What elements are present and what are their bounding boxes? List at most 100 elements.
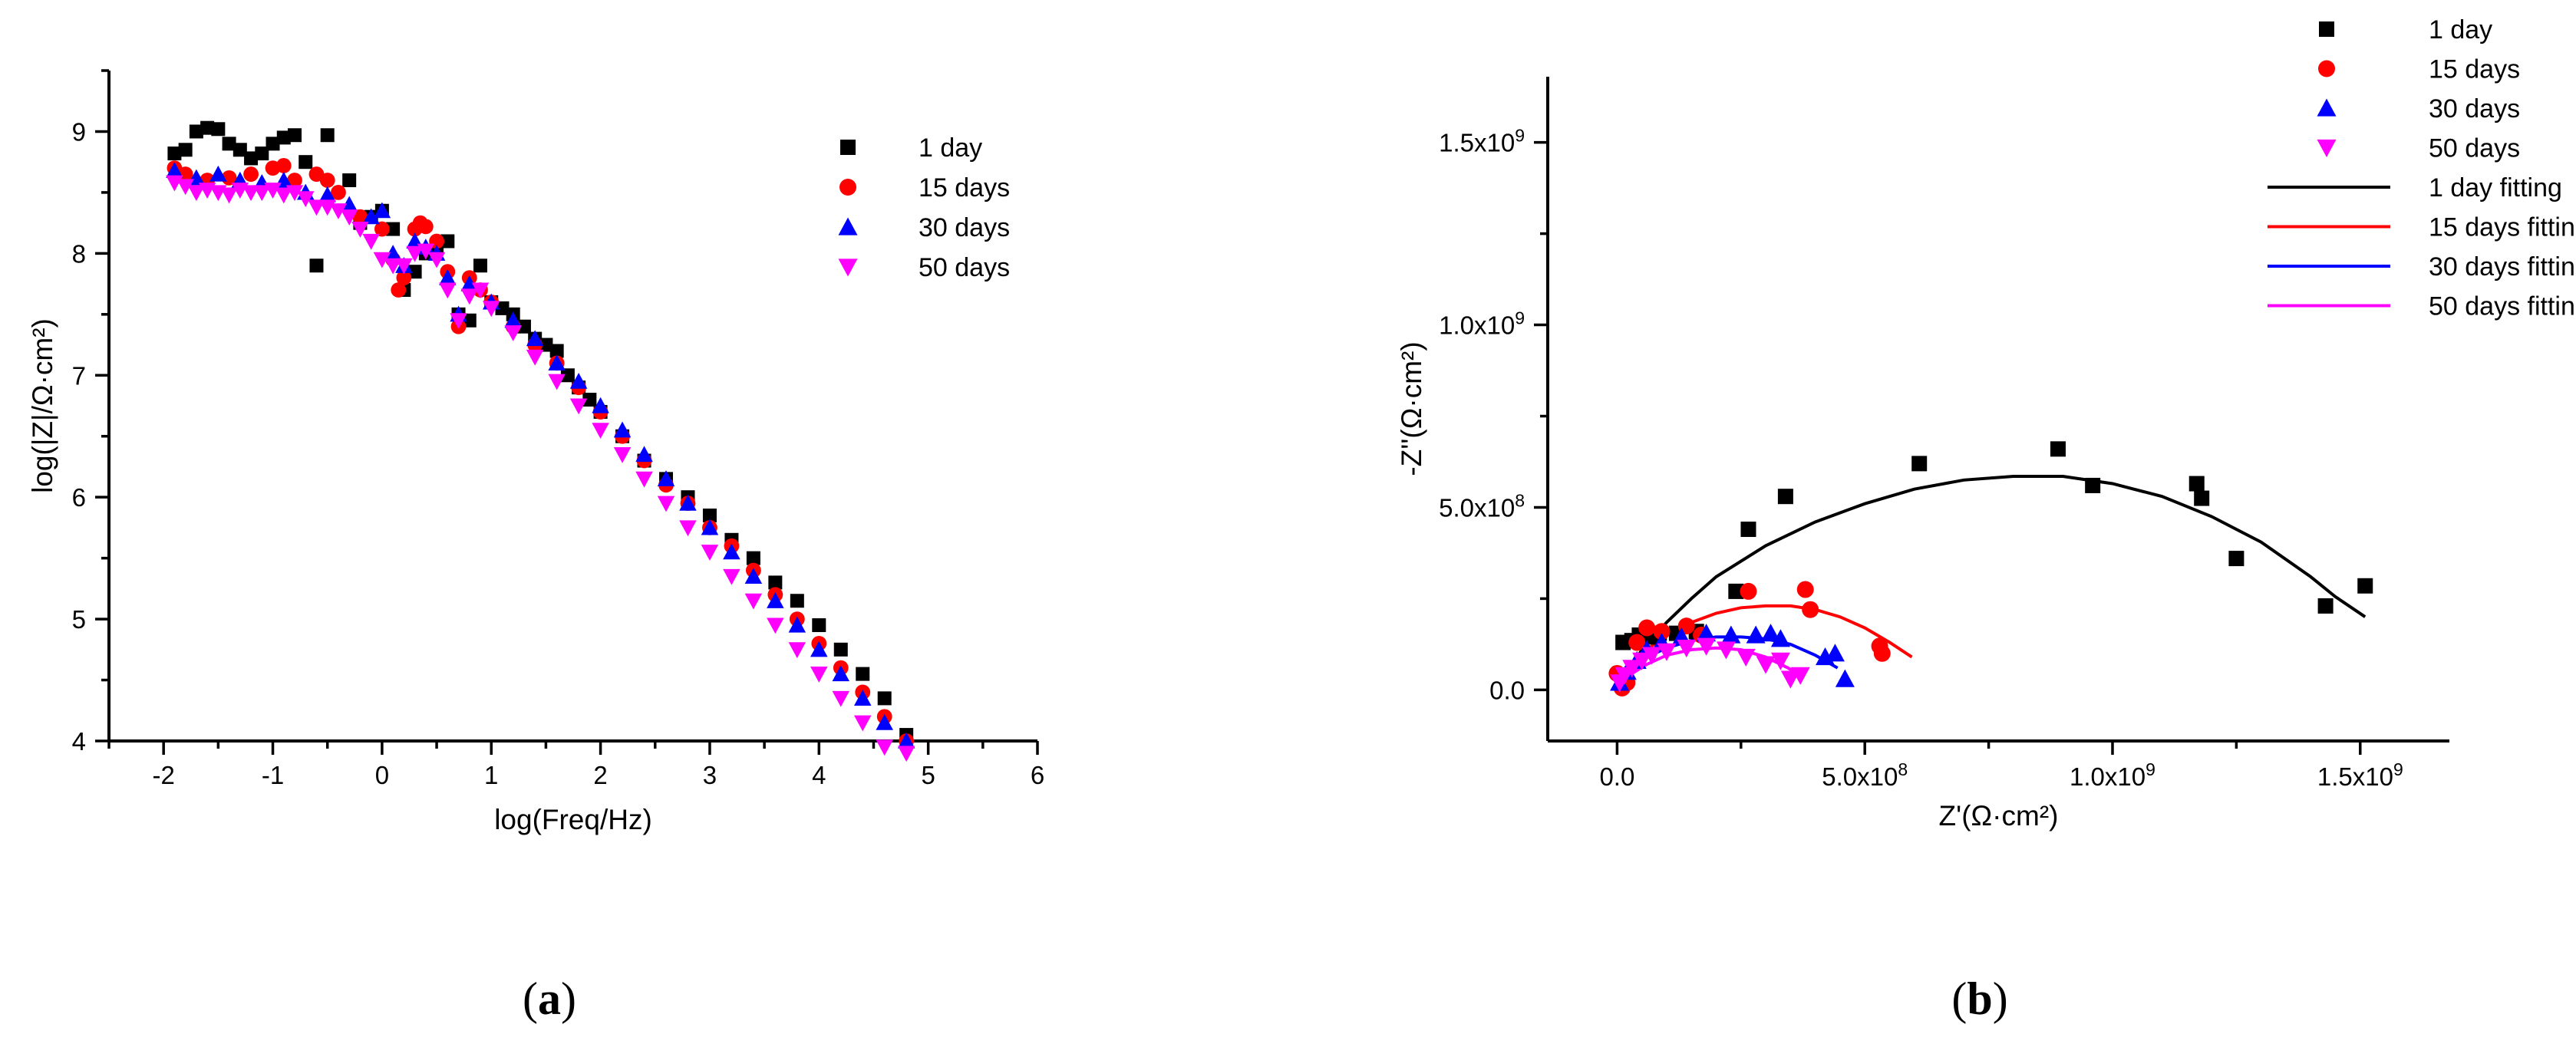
panel-a-chart: -2 -1 0 1 2 3 4 5 6 4 5 6 7 8 9 log(Freq/Hz) log(|Z|/Ω·c… [27,69,1044,835]
a-point [407,265,422,279]
a-point [833,642,848,657]
b-legend-label: 1 day fitting [2429,173,2562,203]
b-legend-marker [2317,98,2337,117]
a-legend-marker [840,140,856,155]
a-point [768,575,783,590]
b-point [2188,476,2205,492]
b-point [1796,581,1814,598]
a-y-tick-label: 4 [72,727,86,756]
b-point [1697,637,1717,656]
b-point [2228,551,2245,567]
a-legend-label: 1 day [919,133,982,163]
a-point [810,667,828,683]
b-y-tick-label-mantissa: 1.5x10 [1439,129,1515,157]
b-point [2317,598,2334,614]
a-point [329,203,348,219]
a-x-tick-label: 2 [593,761,607,789]
a-point [395,258,413,275]
b-point [1721,625,1741,644]
a-point [233,143,247,157]
panel-b-chart: 0.0 5.0x108 1.0x109 1.5x1090.05.0x1081.0x10… [1396,15,2576,831]
a-point [391,282,407,298]
a-point [876,713,893,730]
a-point [340,209,358,226]
a-point [613,447,632,463]
a-point [187,185,206,202]
a-point [221,170,237,186]
b-x-tick-label-mantissa: 1.0x10 [2070,762,2146,791]
b-point [1761,624,1781,642]
b-legend-marker [2318,60,2335,77]
a-point [384,258,402,275]
a-point [504,325,522,341]
b-x-tick-label: 0.0 [1599,762,1634,791]
a-point [450,313,467,330]
a-point [679,494,697,511]
a-point [876,739,893,756]
a-point [296,191,315,208]
a-legend-marker [838,258,858,277]
a-x-tick-label: -2 [153,761,175,789]
a-y-tick-label: 8 [72,239,86,268]
a-point [264,183,282,199]
a-point [417,243,435,260]
b-x-tick-label: 1.5x109 [2317,759,2403,791]
a-point [309,258,324,273]
a-point [744,593,763,610]
b-legend-label: 50 days fitting [2429,292,2576,321]
a-point [701,519,719,535]
b-point [1736,648,1756,667]
a-point [767,592,784,608]
a-point [209,165,227,182]
a-point [723,568,740,585]
a-point [657,496,675,512]
a-point [548,354,566,370]
a-x-tick-label: 6 [1031,761,1044,789]
b-y-tick-label-mantissa: 5.0x10 [1439,493,1515,522]
a-point [723,543,740,560]
a-x-tick-label: 1 [484,761,498,789]
a-point [613,421,632,438]
a-point [790,594,804,608]
b-y-tick-label: 1.0x109 [1439,308,1525,340]
b-point [2357,578,2373,594]
a-point [635,446,653,463]
b-y-tick-label-mantissa: 1.0x10 [1439,311,1515,340]
a-point [460,288,479,305]
a-point [877,691,892,706]
a-x-tick-label: 0 [375,761,389,789]
a-point [373,202,391,219]
a-point [176,179,194,196]
a-point [812,618,826,633]
b-x-tick-label: 5.0x108 [1822,759,1908,791]
b-point [1825,644,1845,662]
a-point [242,185,260,202]
a-point [495,301,510,315]
a-point [679,520,697,537]
a-point [788,616,806,633]
panel-b-letter: b [1967,973,1992,1024]
b-point [1697,624,1717,642]
a-x-tick-label: -1 [262,761,284,789]
b-point [1622,660,1642,678]
a-legend-label: 50 days [919,253,1010,282]
b-point [1873,644,1891,662]
b-point [2085,477,2101,493]
a-x-tick-label: 3 [703,761,717,789]
b-x-tick-label-exponent: 9 [2393,759,2403,779]
a-point [853,690,872,706]
b-legend-marker [2319,21,2334,37]
a-x-tick-label: 5 [921,761,935,789]
a-x-axis-title: log(Freq/Hz) [494,804,652,835]
a-point [211,122,226,137]
a-legend-marker [838,217,858,235]
a-point [386,222,401,236]
a-point [417,219,434,235]
a-point [318,186,336,203]
a-point [701,545,719,561]
a-point [298,155,313,170]
a-point [243,166,259,182]
a-legend-label: 30 days [919,213,1010,242]
b-y-tick-label-mantissa: 0.0 [1489,676,1525,704]
b-y-tick-label: 5.0x108 [1439,490,1525,522]
